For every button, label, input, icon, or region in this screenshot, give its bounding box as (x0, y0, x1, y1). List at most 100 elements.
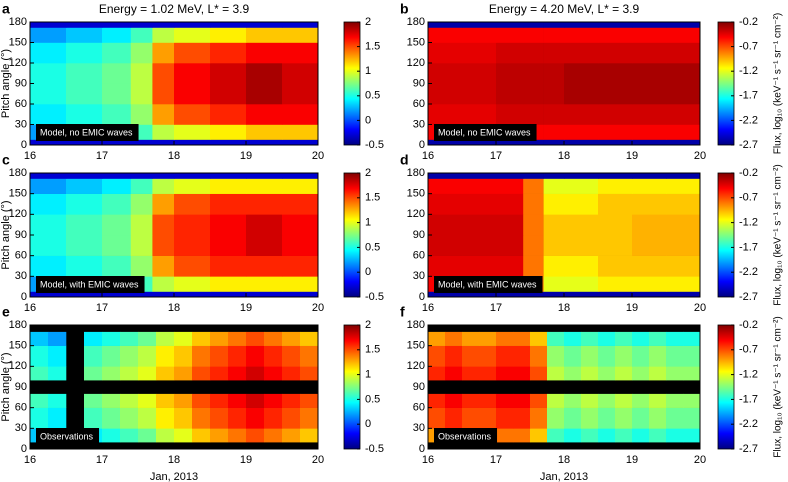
heat-cell (564, 331, 582, 346)
heat-cell (632, 173, 667, 179)
annotation: Model, with EMIC waves (40, 279, 139, 289)
colorbar-tick-label: 2 (365, 167, 371, 179)
heat-cell (523, 235, 544, 256)
heat-cell (102, 178, 132, 194)
heat-cell (282, 104, 319, 125)
heat-cell (496, 331, 514, 346)
heat-cell (102, 173, 132, 179)
heat-cell (228, 345, 247, 367)
heat-cell (462, 63, 497, 84)
y-tick-label: 60 (413, 402, 425, 414)
heat-cell (84, 407, 103, 429)
heat-cell (496, 139, 524, 146)
heat-cell (152, 276, 175, 292)
heat-cell (152, 178, 175, 194)
heat-cell (428, 63, 463, 84)
heat-cell (210, 428, 229, 443)
heat-cell (152, 63, 175, 84)
heat-cell (598, 173, 633, 179)
heat-cell (246, 63, 283, 84)
heat-cell (496, 83, 524, 105)
heat-cell (210, 255, 247, 277)
heat-cell (102, 428, 121, 443)
heat-cell (30, 193, 67, 215)
heat-cell (649, 345, 667, 367)
heat-cell (496, 255, 524, 277)
colorbar-label: Flux, log₁₀ (keV⁻¹ s⁻¹ sr⁻¹ cm⁻²) (773, 13, 784, 154)
x-tick-label: 16 (24, 150, 36, 162)
heat-cell (615, 393, 633, 408)
annotation: Observations (438, 431, 492, 441)
heat-cell (174, 22, 211, 28)
colorbar-tick-label: -0.7 (739, 344, 758, 356)
heat-cell (130, 104, 153, 125)
heat-cell (543, 139, 565, 146)
heat-cell (543, 291, 565, 298)
panel-title: Energy = 4.20 MeV, L* = 3.9 (489, 2, 640, 16)
heat-cell (581, 407, 599, 429)
y-tick-label: 30 (15, 270, 27, 282)
x-tick-label: 20 (312, 302, 324, 314)
heat-cell (246, 104, 283, 125)
heat-cell (246, 366, 265, 381)
heat-cell (102, 331, 121, 346)
heat-cell (130, 193, 153, 215)
heat-cell (174, 83, 211, 105)
heat-cell (246, 193, 283, 215)
heat-cell (666, 407, 684, 429)
heat-cell (428, 27, 463, 43)
heat-cell (632, 291, 667, 298)
heat-cell (30, 345, 49, 367)
heat-cell (598, 139, 633, 146)
heat-cell (564, 124, 599, 140)
heat-cell (615, 428, 633, 443)
heat-cell (683, 366, 701, 381)
colorbar-tick-label: -2.2 (739, 266, 758, 278)
heat-cell (282, 27, 319, 43)
heat-cell (66, 83, 103, 105)
y-axis-label: Pitch angle (°) (0, 200, 12, 269)
y-tick-label: 60 (15, 98, 27, 110)
heat-cell (174, 104, 211, 125)
y-tick-label: 30 (15, 422, 27, 434)
heat-cell (30, 255, 67, 277)
heat-cell (246, 214, 283, 236)
heat-cell (30, 291, 67, 298)
heat-cell (523, 139, 544, 146)
heat-cell (30, 331, 49, 346)
panel-letter: e (2, 304, 10, 320)
heat-cell (543, 276, 565, 292)
heat-cell (152, 42, 175, 64)
heat-cell (666, 393, 684, 408)
heat-cell (174, 193, 211, 215)
heat-cell (102, 42, 132, 64)
colorbar-tick-label: 1.5 (365, 344, 380, 356)
colorbar (717, 21, 735, 146)
heat-cell (246, 393, 265, 408)
heat-cell (632, 104, 667, 125)
annotation-box (36, 428, 100, 445)
y-tick-label: 90 (15, 77, 27, 89)
heat-cell (615, 366, 633, 381)
heat-cell (102, 255, 132, 277)
heat-cell (102, 214, 132, 236)
y-tick-label: 180 (9, 319, 27, 331)
heat-cell (246, 83, 283, 105)
heat-cell (598, 276, 633, 292)
heat-cell (130, 27, 153, 43)
heat-cell (428, 104, 463, 125)
y-tick-label: 120 (9, 208, 27, 220)
heat-cell (428, 83, 463, 105)
x-tick-label: 18 (168, 302, 180, 314)
x-tick-label: 17 (96, 150, 108, 162)
heat-cell (192, 393, 211, 408)
heat-cell (102, 83, 132, 105)
heat-cell (66, 139, 103, 146)
x-tick-label: 17 (96, 302, 108, 314)
heat-cell (174, 27, 211, 43)
heat-cell (632, 124, 667, 140)
heat-cell (210, 178, 247, 194)
colorbar-tick-label: 0 (365, 418, 371, 430)
heat-cell (282, 345, 301, 367)
heat-cell (428, 42, 463, 64)
